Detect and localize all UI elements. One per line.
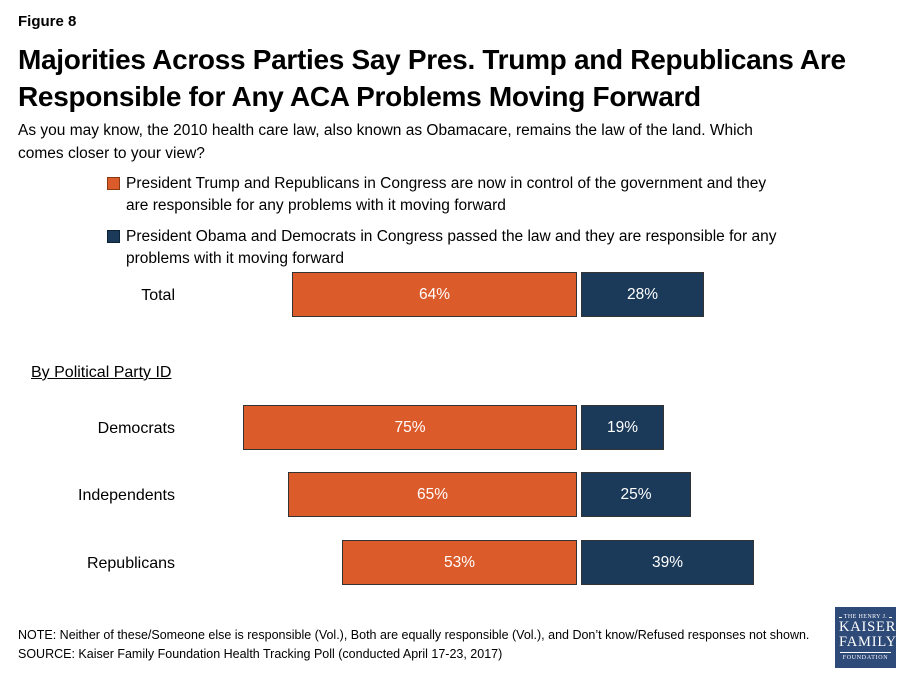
- bar-row-total: Total 64% 28%: [0, 272, 900, 319]
- bar-obama-total: 28%: [581, 272, 704, 317]
- bar-row-republicans: Republicans 53% 39%: [0, 540, 900, 587]
- page-title-line-1: Majorities Across Parties Say Pres. Trum…: [18, 44, 846, 75]
- bar-value-label: 19%: [606, 418, 639, 436]
- bar-trump-democrats: 75%: [243, 405, 577, 450]
- figure-number: Figure 8: [18, 13, 77, 30]
- bar-obama-republicans: 39%: [581, 540, 754, 585]
- bar-value-label: 53%: [443, 553, 476, 571]
- logo-text-top: THE HENRY J.: [839, 614, 892, 620]
- survey-question: As you may know, the 2010 health care la…: [18, 119, 878, 165]
- legend-item-trump-republicans: President Trump and Republicans in Congr…: [107, 173, 897, 217]
- bar-value-label: 64%: [418, 285, 451, 303]
- footnote: NOTE: Neither of these/Someone else is r…: [18, 626, 828, 664]
- bar-row-democrats: Democrats 75% 19%: [0, 405, 900, 452]
- bar-obama-democrats: 19%: [581, 405, 664, 450]
- bar-trump-independents: 65%: [288, 472, 577, 517]
- footnote-note: NOTE: Neither of these/Someone else is r…: [18, 628, 810, 642]
- category-label-total: Total: [141, 286, 175, 304]
- legend-item-obama-label: President Obama and Democrats in Congres…: [126, 228, 777, 267]
- logo-divider: [840, 652, 891, 653]
- legend-item-trump-label: President Trump and Republicans in Congr…: [126, 175, 767, 214]
- bar-value-label: 75%: [394, 418, 426, 436]
- legend-item-obama-democrats: President Obama and Democrats in Congres…: [107, 226, 897, 270]
- bar-value-label: 25%: [620, 485, 652, 503]
- page-title: Majorities Across Parties Say Pres. Trum…: [18, 41, 893, 115]
- logo-text-kaiser: KAISER: [839, 619, 897, 635]
- page-title-line-2: Responsible for Any ACA Problems Moving …: [18, 81, 701, 112]
- bar-row-independents: Independents 65% 25%: [0, 472, 900, 519]
- kff-foundation-logo: THE HENRY J. KAISER FAMILY FOUNDATION: [835, 607, 896, 668]
- category-label-republicans: Republicans: [86, 554, 175, 572]
- survey-question-line-1: As you may know, the 2010 health care la…: [18, 122, 753, 139]
- obama-series-swatch-icon: [107, 230, 120, 243]
- bar-trump-total: 64%: [292, 272, 577, 317]
- bar-value-label: 65%: [416, 485, 449, 503]
- bar-value-label: 39%: [651, 553, 684, 571]
- logo-text-family: FAMILY: [839, 634, 897, 650]
- logo-text-foundation: FOUNDATION: [842, 655, 889, 661]
- category-label-democrats: Democrats: [97, 419, 175, 437]
- group-label-political-party: By Political Party ID: [31, 364, 172, 381]
- survey-question-line-2: comes closer to your view?: [18, 145, 205, 162]
- bar-value-label: 28%: [626, 285, 659, 303]
- bar-obama-independents: 25%: [581, 472, 691, 517]
- footnote-source: SOURCE: Kaiser Family Foundation Health …: [18, 647, 503, 661]
- trump-series-swatch-icon: [107, 177, 120, 190]
- legend: President Trump and Republicans in Congr…: [107, 173, 897, 279]
- category-label-independents: Independents: [78, 486, 175, 504]
- bar-trump-republicans: 53%: [342, 540, 577, 585]
